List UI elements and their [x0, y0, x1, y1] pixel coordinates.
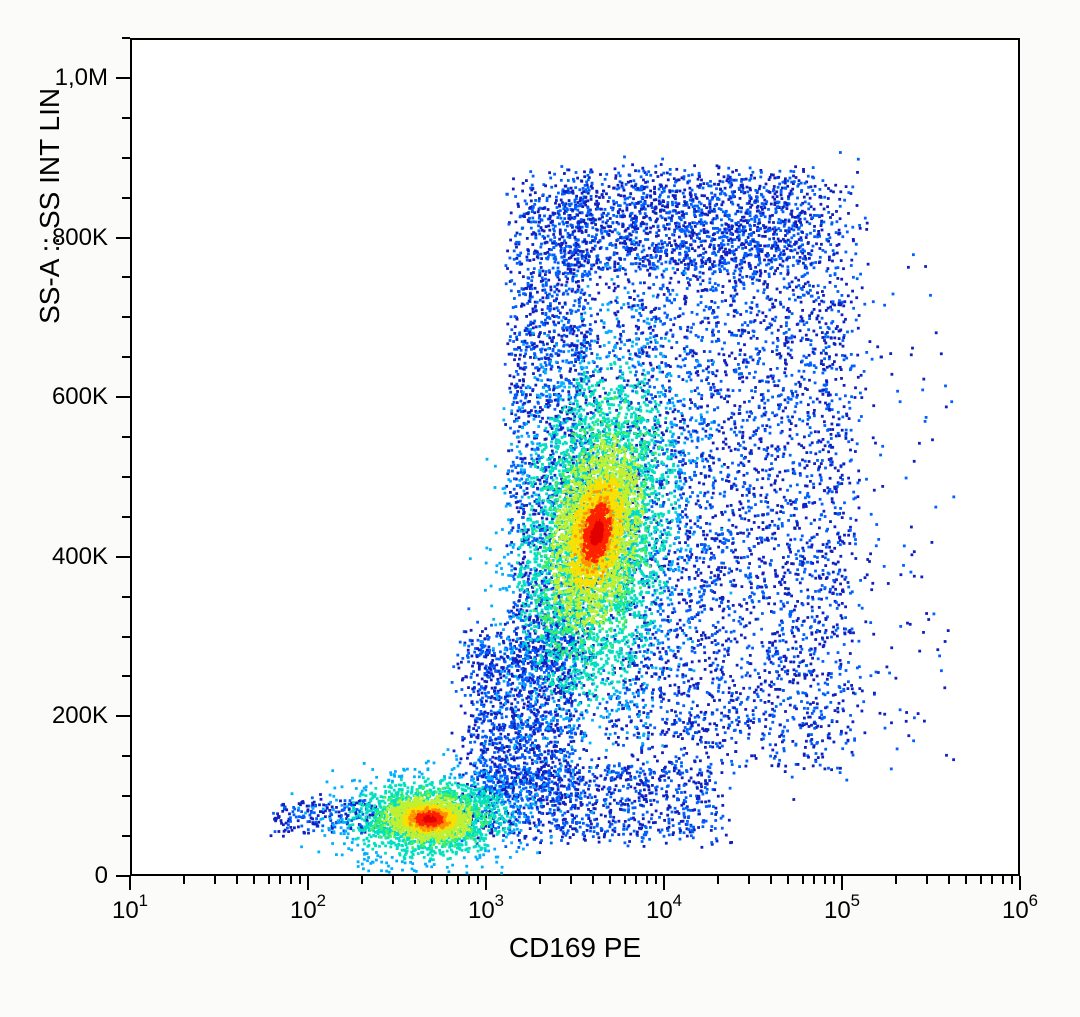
- y-minor-tick: [122, 316, 130, 318]
- x-tick-label: 104: [629, 894, 699, 925]
- x-tick-mark: [841, 876, 843, 890]
- x-minor-tick: [787, 876, 789, 884]
- y-minor-tick: [122, 436, 130, 438]
- x-tick-label: 102: [273, 894, 343, 925]
- y-tick-mark: [116, 396, 130, 398]
- y-tick-label: 200K: [0, 702, 108, 730]
- x-minor-tick: [299, 876, 301, 884]
- x-tick-label: 101: [95, 894, 165, 925]
- y-minor-tick: [122, 596, 130, 598]
- y-minor-tick: [122, 835, 130, 837]
- x-minor-tick: [948, 876, 950, 884]
- y-tick-label: 400K: [0, 543, 108, 571]
- x-minor-tick: [214, 876, 216, 884]
- x-minor-tick: [236, 876, 238, 884]
- y-minor-tick: [122, 675, 130, 677]
- y-tick-mark: [116, 556, 130, 558]
- x-minor-tick: [926, 876, 928, 884]
- x-tick-mark: [485, 876, 487, 890]
- y-minor-tick: [122, 476, 130, 478]
- x-minor-tick: [802, 876, 804, 884]
- x-minor-tick: [965, 876, 967, 884]
- x-minor-tick: [570, 876, 572, 884]
- x-tick-mark: [1019, 876, 1021, 890]
- plot-area: [130, 38, 1020, 876]
- x-minor-tick: [624, 876, 626, 884]
- y-tick-label: 0: [0, 862, 108, 890]
- x-minor-tick: [717, 876, 719, 884]
- x-minor-tick: [431, 876, 433, 884]
- y-minor-tick: [122, 755, 130, 757]
- x-minor-tick: [748, 876, 750, 884]
- x-tick-label: 106: [985, 894, 1055, 925]
- x-minor-tick: [268, 876, 270, 884]
- x-minor-tick: [813, 876, 815, 884]
- x-tick-mark: [307, 876, 309, 890]
- x-minor-tick: [833, 876, 835, 884]
- x-minor-tick: [279, 876, 281, 884]
- x-tick-mark: [663, 876, 665, 890]
- x-minor-tick: [539, 876, 541, 884]
- x-minor-tick: [477, 876, 479, 884]
- x-minor-tick: [290, 876, 292, 884]
- x-minor-tick: [392, 876, 394, 884]
- x-tick-label: 105: [807, 894, 877, 925]
- x-tick-mark: [129, 876, 131, 890]
- x-minor-tick: [991, 876, 993, 884]
- y-tick-mark: [116, 237, 130, 239]
- y-tick-mark: [116, 77, 130, 79]
- y-tick-label: 800K: [0, 224, 108, 252]
- y-minor-tick: [122, 276, 130, 278]
- x-minor-tick: [457, 876, 459, 884]
- y-minor-tick: [122, 157, 130, 159]
- y-minor-tick: [122, 117, 130, 119]
- x-minor-tick: [655, 876, 657, 884]
- x-axis-label: CD169 PE: [130, 932, 1020, 964]
- y-minor-tick: [122, 37, 130, 39]
- x-minor-tick: [468, 876, 470, 884]
- x-minor-tick: [361, 876, 363, 884]
- y-minor-tick: [122, 197, 130, 199]
- x-minor-tick: [1011, 876, 1013, 884]
- x-minor-tick: [592, 876, 594, 884]
- y-minor-tick: [122, 795, 130, 797]
- x-minor-tick: [646, 876, 648, 884]
- x-minor-tick: [183, 876, 185, 884]
- x-minor-tick: [446, 876, 448, 884]
- x-minor-tick: [824, 876, 826, 884]
- x-minor-tick: [770, 876, 772, 884]
- x-minor-tick: [609, 876, 611, 884]
- x-minor-tick: [253, 876, 255, 884]
- y-tick-mark: [116, 715, 130, 717]
- x-minor-tick: [414, 876, 416, 884]
- y-tick-label: 1,0M: [0, 64, 108, 92]
- x-minor-tick: [895, 876, 897, 884]
- y-minor-tick: [122, 516, 130, 518]
- x-tick-label: 103: [451, 894, 521, 925]
- y-minor-tick: [122, 356, 130, 358]
- y-tick-mark: [116, 875, 130, 877]
- figure-frame: SS-A :: SS INT LIN CD169 PE 0200K400K600…: [0, 0, 1080, 1017]
- x-minor-tick: [980, 876, 982, 884]
- y-minor-tick: [122, 636, 130, 638]
- y-tick-label: 600K: [0, 383, 108, 411]
- x-minor-tick: [635, 876, 637, 884]
- x-minor-tick: [1002, 876, 1004, 884]
